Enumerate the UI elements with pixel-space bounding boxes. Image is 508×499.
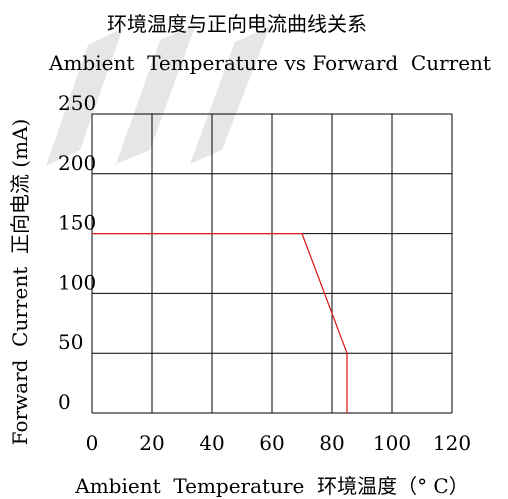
y-axis-label: Forward Current 正向电流 (mA) — [8, 119, 32, 446]
y-tick-label-4: 200 — [58, 151, 96, 175]
x-tick-label-2: 40 — [199, 431, 224, 455]
series — [92, 232, 348, 413]
y-tick-label-1: 50 — [58, 330, 83, 354]
y-tick-labels: 0 50 100 150 200 250 — [58, 91, 96, 414]
y-tick-label-0: 0 — [58, 390, 71, 414]
watermark — [46, 24, 270, 166]
y-tick-label-3: 150 — [58, 211, 96, 235]
x-axis-label: Ambient Temperature 环境温度（° C） — [74, 474, 468, 498]
chart-subtitle: Ambient Temperature vs Forward Current — [48, 51, 491, 75]
grid — [91, 113, 453, 414]
series-line-0 — [92, 232, 348, 413]
x-tick-label-0: 0 — [86, 431, 99, 455]
chart-title: 环境温度与正向电流曲线关系 — [107, 12, 367, 36]
y-tick-label-5: 250 — [58, 91, 96, 115]
x-tick-label-3: 60 — [259, 431, 284, 455]
x-tick-label-1: 20 — [139, 431, 164, 455]
x-tick-labels: 0 20 40 60 80 100 120 — [86, 431, 471, 455]
x-tick-label-4: 80 — [319, 431, 344, 455]
x-tick-label-6: 120 — [433, 431, 471, 455]
y-tick-label-2: 100 — [58, 270, 96, 294]
x-tick-label-5: 100 — [373, 431, 411, 455]
